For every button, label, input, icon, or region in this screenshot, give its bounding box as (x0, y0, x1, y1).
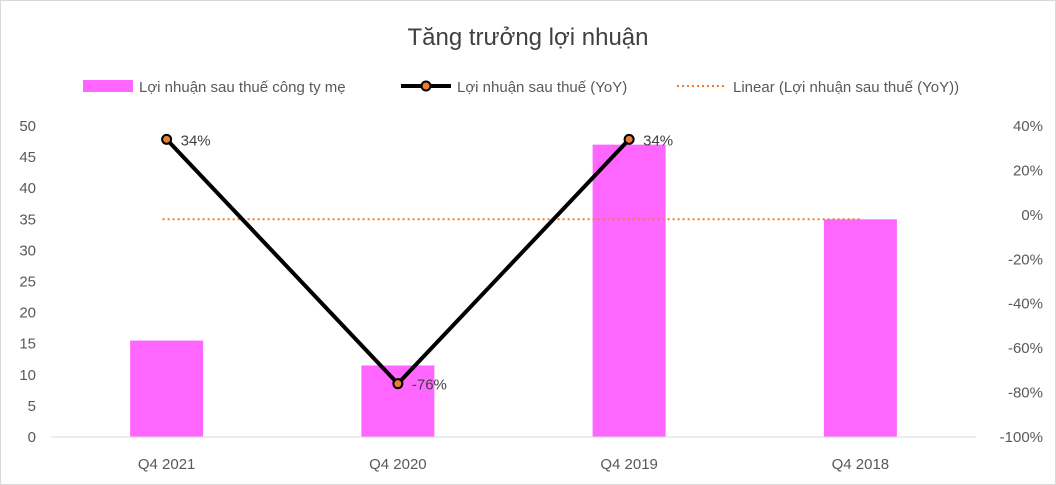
bar (823, 219, 897, 437)
yoy-marker (623, 133, 635, 145)
left-axis-tick-label: 25 (19, 274, 36, 291)
left-axis-tick-label: 50 (19, 118, 36, 135)
x-axis-tick-label: Q4 2021 (138, 456, 196, 473)
legend-label-bar: Lợi nhuận sau thuế công ty mẹ (139, 79, 346, 96)
right-axis-tick-label: -20% (1008, 251, 1043, 268)
left-axis-tick-label: 20 (19, 305, 36, 322)
x-axis-tick-label: Q4 2019 (600, 456, 658, 473)
x-axis-tick-label: Q4 2018 (832, 456, 890, 473)
chart-legend: Lợi nhuận sau thuế công ty mẹ Lợi nhuận … (83, 79, 959, 96)
left-y-axis: 0 5 10 15 20 25 30 35 40 45 50 (19, 118, 36, 446)
legend-label-line: Lợi nhuận sau thuế (YoY) (457, 79, 627, 96)
left-axis-tick-label: 30 (19, 242, 36, 259)
yoy-data-label: -76% (412, 377, 447, 394)
yoy-line (165, 137, 631, 387)
right-axis-tick-label: -100% (1000, 429, 1043, 446)
yoy-marker (161, 133, 173, 145)
left-axis-tick-label: 0 (28, 429, 36, 446)
right-axis-tick-label: 0% (1021, 207, 1043, 224)
bar (130, 340, 204, 437)
yoy-marker (392, 378, 404, 390)
left-axis-tick-label: 15 (19, 336, 36, 353)
right-axis-tick-label: -40% (1008, 296, 1043, 313)
legend-swatch-marker (420, 80, 432, 92)
legend-label-trendline: Linear (Lợi nhuận sau thuế (YoY)) (733, 79, 959, 96)
x-axis-tick-label: Q4 2020 (369, 456, 427, 473)
yoy-data-label: 34% (643, 132, 673, 149)
right-axis-tick-label: -80% (1008, 385, 1043, 402)
left-axis-tick-label: 10 (19, 367, 36, 384)
right-axis-tick-label: 20% (1013, 162, 1043, 179)
yoy-line-series (161, 133, 635, 390)
bar (592, 144, 666, 437)
yoy-data-label: 34% (181, 132, 211, 149)
bar (361, 365, 435, 437)
x-axis-labels: Q4 2021 Q4 2020 Q4 2019 Q4 2018 (138, 456, 889, 473)
left-axis-tick-label: 35 (19, 211, 36, 228)
left-axis-tick-label: 45 (19, 149, 36, 166)
right-y-axis: -100% -80% -60% -40% -20% 0% 20% 40% (1000, 118, 1043, 446)
right-axis-tick-label: 40% (1013, 118, 1043, 135)
left-axis-tick-label: 5 (28, 398, 36, 415)
bar-series (130, 144, 897, 437)
left-axis-tick-label: 40 (19, 180, 36, 197)
legend-swatch-bar (83, 80, 133, 92)
chart-title: Tăng trưởng lợi nhuận (407, 24, 648, 51)
data-labels: 34% -76% 34% (181, 132, 674, 393)
right-axis-tick-label: -60% (1008, 340, 1043, 357)
